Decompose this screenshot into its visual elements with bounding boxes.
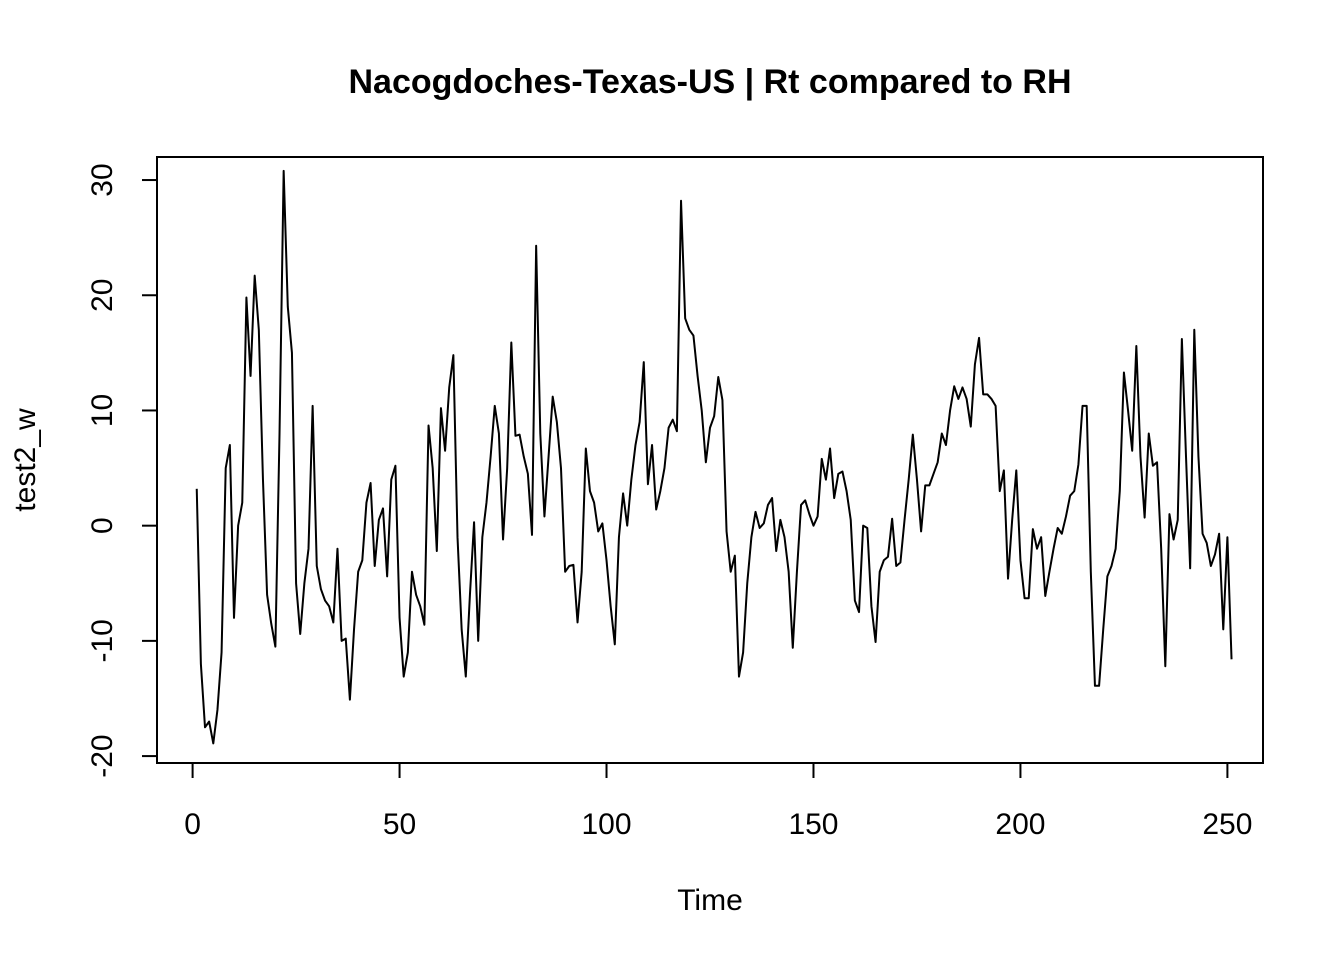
x-tick-label: 250 bbox=[1202, 808, 1252, 841]
chart-title: Nacogdoches-Texas-US | Rt compared to RH bbox=[348, 63, 1071, 101]
x-tick-label: 0 bbox=[184, 808, 201, 841]
series-polyline bbox=[195, 169, 1233, 745]
y-axis: -20 -10 0 10 20 30 bbox=[86, 163, 158, 778]
y-tick-label: 20 bbox=[86, 279, 119, 312]
y-tick-label: -20 bbox=[86, 734, 119, 777]
y-tick-label: 30 bbox=[86, 163, 119, 196]
x-tick-label: 50 bbox=[383, 808, 416, 841]
x-axis-label: Time bbox=[677, 884, 743, 917]
x-tick-label: 100 bbox=[581, 808, 631, 841]
y-axis-label: test2_w bbox=[9, 408, 42, 512]
y-tick-label: 10 bbox=[86, 394, 119, 427]
x-tick-label: 200 bbox=[995, 808, 1045, 841]
x-tick-label: 150 bbox=[788, 808, 838, 841]
y-tick-label: -10 bbox=[86, 619, 119, 662]
y-tick-label: 0 bbox=[86, 517, 119, 534]
series-line bbox=[195, 169, 1233, 745]
x-axis: 0 50 100 150 200 250 bbox=[184, 762, 1252, 841]
